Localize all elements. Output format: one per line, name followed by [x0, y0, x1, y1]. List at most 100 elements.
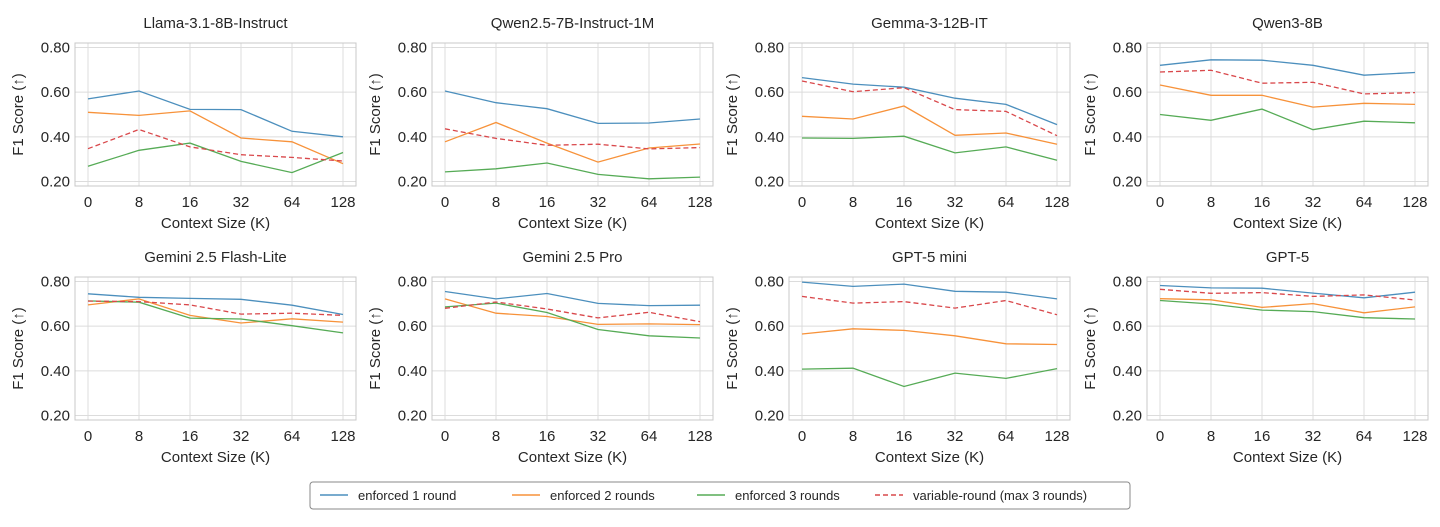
series-line-4	[1159, 69, 1416, 95]
series-line-1	[801, 76, 1058, 126]
subplot-6: Gemini 2.5 Pro 0.20 0.40 0.60 0.80 0 8 16 32 64 12…	[367, 249, 714, 466]
x-tick-label: 128	[687, 428, 712, 445]
series-line-3	[444, 162, 701, 180]
x-tick-label: 8	[135, 194, 143, 211]
x-axis-label: Context Size (K)	[875, 449, 984, 466]
x-axis-label: Context Size (K)	[518, 215, 627, 232]
legend-label: enforced 2 rounds	[550, 488, 655, 503]
y-tick-label: 0.40	[398, 363, 427, 380]
subplot-1: Llama-3.1-8B-Instruct 0.20 0.40 0.60 0.80 0 8 1…	[10, 15, 357, 232]
y-axis-label: F1 Score (↑)	[1082, 307, 1099, 390]
y-tick-label: 0.40	[398, 129, 427, 146]
subplot-8: GPT-5 0.20 0.40 0.60 0.80 0 8 16 32 64 128 Context …	[1082, 249, 1429, 466]
x-tick-label: 32	[947, 428, 964, 445]
x-tick-label: 32	[947, 194, 964, 211]
series-line-2	[1159, 298, 1416, 314]
x-tick-label: 64	[284, 428, 301, 445]
plot-frame	[431, 276, 714, 421]
x-tick-label: 64	[641, 194, 658, 211]
x-tick-label: 16	[539, 194, 556, 211]
series-line-4	[444, 128, 701, 150]
subplot-title: Gemma-3-12B-IT	[871, 15, 988, 32]
y-axis-label: F1 Score (↑)	[1082, 73, 1099, 156]
subplot-title: Gemini 2.5 Pro	[522, 249, 622, 266]
series-line-2	[801, 328, 1058, 346]
y-tick-label: 0.20	[398, 174, 427, 191]
y-tick-label: 0.60	[755, 84, 784, 101]
x-tick-label: 0	[441, 194, 449, 211]
series-line-1	[444, 290, 701, 307]
subplot-title: Llama-3.1-8B-Instruct	[143, 15, 288, 32]
x-axis-label: Context Size (K)	[1233, 215, 1342, 232]
y-tick-label: 0.40	[755, 363, 784, 380]
x-tick-label: 32	[1305, 194, 1322, 211]
x-tick-label: 128	[687, 194, 712, 211]
series-line-2	[87, 110, 344, 165]
y-tick-label: 0.60	[398, 84, 427, 101]
x-tick-label: 64	[998, 194, 1015, 211]
series-line-1	[1159, 284, 1416, 299]
x-tick-label: 128	[1044, 428, 1069, 445]
series-line-3	[444, 302, 701, 339]
x-tick-label: 8	[849, 428, 857, 445]
series-line-4	[1159, 288, 1416, 301]
series-line-4	[801, 295, 1058, 316]
x-axis-label: Context Size (K)	[875, 215, 984, 232]
y-tick-label: 0.60	[398, 318, 427, 335]
plot-frame	[74, 276, 357, 421]
y-tick-label: 0.60	[1113, 318, 1142, 335]
x-tick-label: 8	[1207, 194, 1215, 211]
x-tick-label: 0	[84, 194, 92, 211]
subplot-7: GPT-5 mini 0.20 0.40 0.60 0.80 0 8 16 32 64 128 Con…	[724, 249, 1071, 466]
series-line-1	[801, 281, 1058, 300]
x-tick-label: 64	[1356, 194, 1373, 211]
x-tick-label: 32	[590, 194, 607, 211]
x-tick-label: 64	[998, 428, 1015, 445]
y-tick-label: 0.60	[41, 318, 70, 335]
subplot-title: Qwen2.5-7B-Instruct-1M	[491, 15, 654, 32]
series-line-3	[87, 142, 344, 174]
x-tick-label: 128	[1402, 194, 1427, 211]
x-tick-label: 32	[1305, 428, 1322, 445]
y-axis-label: F1 Score (↑)	[724, 73, 741, 156]
subplot-5: Gemini 2.5 Flash-Lite 0.20 0.40 0.60 0.80 0 8 1…	[10, 249, 357, 466]
plot-frame	[788, 276, 1071, 421]
y-tick-label: 0.40	[755, 129, 784, 146]
x-tick-label: 16	[539, 428, 556, 445]
series-line-2	[444, 121, 701, 163]
legend-label: variable-round (max 3 rounds)	[913, 488, 1087, 503]
y-tick-label: 0.20	[1113, 174, 1142, 191]
y-axis-label: F1 Score (↑)	[367, 307, 384, 390]
y-tick-label: 0.40	[1113, 129, 1142, 146]
x-tick-label: 16	[896, 428, 913, 445]
y-axis-label: F1 Score (↑)	[10, 73, 27, 156]
x-tick-label: 8	[849, 194, 857, 211]
legend-label: enforced 3 rounds	[735, 488, 840, 503]
x-tick-label: 128	[330, 428, 355, 445]
y-tick-label: 0.80	[755, 273, 784, 290]
subplot-title: Gemini 2.5 Flash-Lite	[144, 249, 287, 266]
x-tick-label: 0	[798, 428, 806, 445]
y-axis-label: F1 Score (↑)	[724, 307, 741, 390]
x-tick-label: 0	[1156, 428, 1164, 445]
y-tick-label: 0.60	[1113, 84, 1142, 101]
series-line-4	[444, 301, 701, 323]
x-tick-label: 16	[182, 194, 199, 211]
y-tick-label: 0.80	[755, 39, 784, 56]
subplot-2: Qwen2.5-7B-Instruct-1M 0.20 0.40 0.60 0.80 0 8…	[367, 15, 714, 232]
legend-item-4: variable-round (max 3 rounds)	[875, 488, 1087, 503]
y-tick-label: 0.60	[755, 318, 784, 335]
x-tick-label: 128	[1044, 194, 1069, 211]
legend-item-1: enforced 1 round	[320, 488, 456, 503]
series-line-1	[1159, 59, 1416, 76]
x-tick-label: 0	[441, 428, 449, 445]
x-tick-label: 16	[1254, 428, 1271, 445]
y-axis-label: F1 Score (↑)	[10, 307, 27, 390]
x-axis-label: Context Size (K)	[1233, 449, 1342, 466]
series-line-4	[87, 300, 344, 317]
x-tick-label: 8	[492, 194, 500, 211]
x-axis-label: Context Size (K)	[518, 449, 627, 466]
y-tick-label: 0.80	[1113, 39, 1142, 56]
series-line-2	[1159, 84, 1416, 108]
